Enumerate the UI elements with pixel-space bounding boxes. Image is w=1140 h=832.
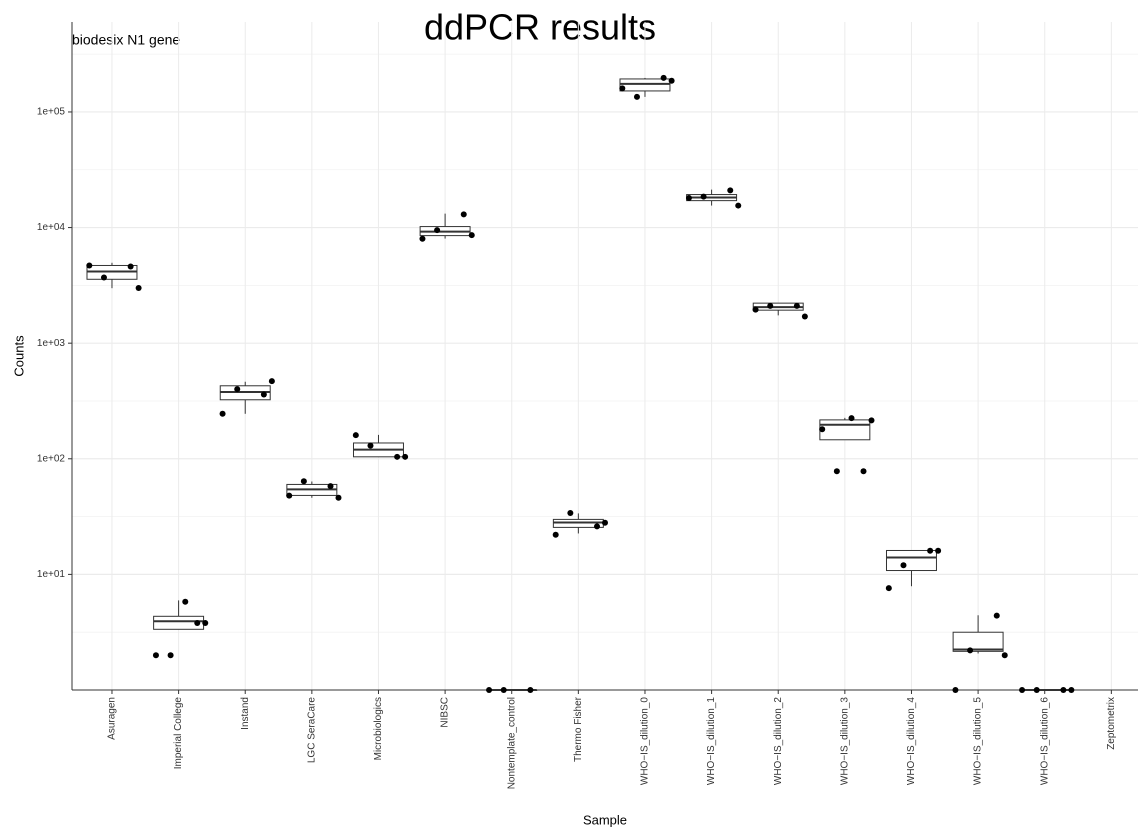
point	[202, 619, 209, 626]
point	[752, 306, 759, 313]
point	[735, 202, 742, 209]
point	[468, 232, 475, 239]
point	[927, 547, 934, 554]
y-tick-label: 1e+01	[37, 569, 66, 580]
point	[286, 492, 293, 499]
x-tick-label: Zeptometrix	[1106, 697, 1117, 750]
point	[127, 263, 134, 270]
x-tick-label: WHO−IS_dilution_3	[839, 697, 850, 786]
x-tick-label: Microbiologics	[373, 697, 384, 760]
point	[767, 302, 774, 309]
point	[885, 585, 892, 592]
x-tick-label: WHO−IS_dilution_2	[773, 697, 784, 786]
point	[300, 478, 307, 485]
x-axis-label: Sample	[583, 812, 627, 827]
point	[335, 494, 342, 501]
point	[868, 417, 875, 424]
point	[327, 483, 334, 490]
point	[500, 687, 507, 693]
point	[260, 391, 267, 398]
point	[182, 598, 189, 605]
y-tick-label: 1e+05	[37, 107, 66, 118]
y-axis-label: Counts	[11, 335, 26, 377]
point	[552, 531, 559, 538]
point	[135, 285, 142, 292]
point	[100, 274, 107, 281]
x-tick-label: WHO−IS_dilution_4	[906, 697, 917, 786]
point	[402, 453, 409, 460]
x-tick-label: Asuragen	[107, 697, 118, 740]
point	[486, 687, 493, 693]
point	[419, 235, 426, 242]
point	[167, 652, 174, 659]
point	[660, 74, 667, 81]
point	[967, 647, 974, 654]
point	[434, 227, 441, 234]
box	[819, 419, 871, 441]
point	[935, 547, 942, 554]
x-tick-label: NIBSC	[440, 697, 451, 728]
x-tick-label: WHO−IS_dilution_6	[1039, 697, 1050, 786]
point	[367, 442, 374, 449]
point	[594, 523, 601, 530]
point	[848, 415, 855, 422]
point	[352, 432, 359, 439]
point	[860, 468, 867, 475]
point	[900, 562, 907, 569]
point	[833, 468, 840, 475]
point	[219, 410, 226, 417]
x-tick-label: WHO−IS_dilution_0	[640, 697, 651, 786]
point	[619, 85, 626, 92]
point	[268, 378, 275, 385]
y-tick-label: 1e+04	[37, 222, 66, 233]
x-tick-label: Instand	[240, 697, 251, 730]
box	[952, 631, 1004, 652]
point	[801, 313, 808, 320]
point	[234, 386, 241, 393]
chart-title: ddPCR results	[424, 7, 656, 48]
x-tick-label: WHO−IS_dilution_5	[973, 697, 984, 786]
point	[727, 187, 734, 194]
point	[952, 687, 959, 693]
x-tick-label: Imperial College	[173, 697, 184, 770]
box	[885, 549, 937, 572]
point	[993, 612, 1000, 619]
point	[194, 619, 201, 626]
point	[668, 77, 675, 84]
point	[1019, 687, 1026, 693]
point	[394, 453, 401, 460]
point	[527, 687, 534, 693]
y-tick-label: 1e+02	[37, 453, 66, 464]
y-tick-label: 1e+03	[37, 338, 66, 349]
x-tick-label: Thermo Fisher	[573, 696, 584, 762]
point	[86, 262, 93, 269]
point	[1060, 687, 1067, 693]
point	[1068, 687, 1075, 693]
x-tick-label: Nontemplate_control	[506, 697, 517, 789]
point	[1033, 687, 1040, 693]
point	[685, 195, 692, 202]
chart-subtitle: biodesix N1 gene	[72, 32, 180, 48]
point	[819, 426, 826, 433]
point	[700, 193, 707, 200]
point	[567, 509, 574, 516]
point	[793, 302, 800, 309]
point	[460, 211, 467, 218]
point	[633, 93, 640, 100]
x-tick-label: WHO−IS_dilution_1	[706, 697, 717, 786]
box	[619, 78, 671, 92]
point	[602, 519, 608, 526]
point	[1001, 652, 1008, 659]
point	[152, 652, 159, 659]
x-tick-label: LGC SeraCare	[306, 697, 317, 764]
